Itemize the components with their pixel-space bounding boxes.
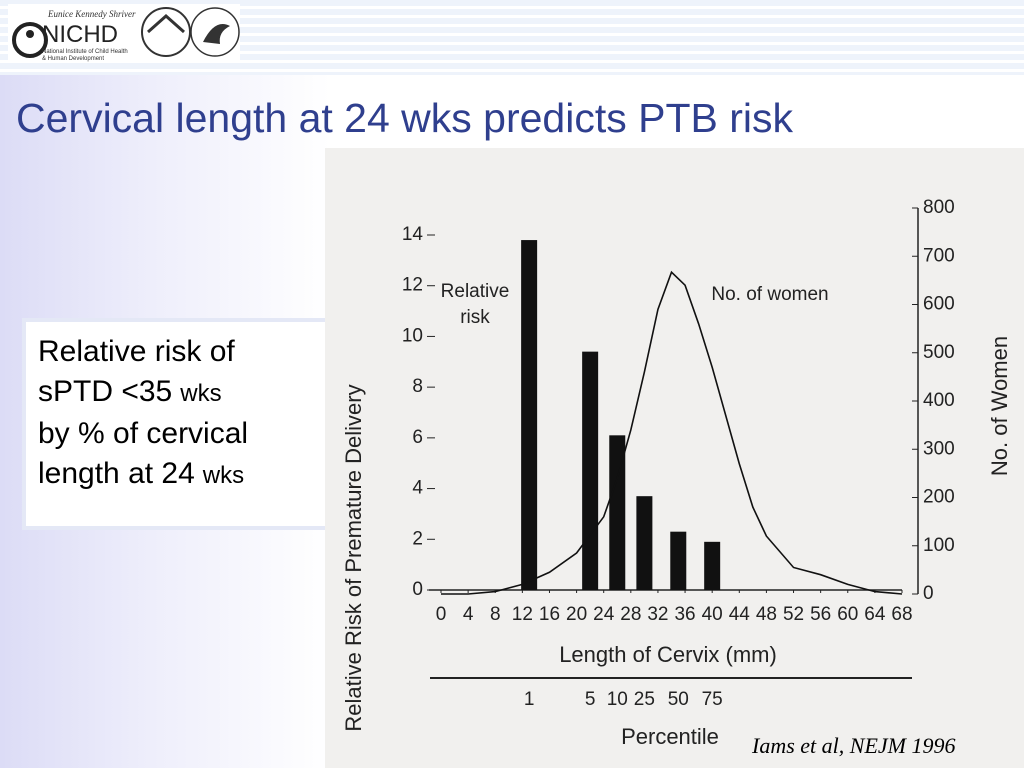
- y2-axis-label: No. of Women: [987, 336, 1012, 476]
- nih-mark: [147, 13, 185, 34]
- text-line: by % of cervical: [38, 414, 326, 454]
- x-tick-label: 20: [566, 604, 587, 625]
- logo-institute: National Institute of Child Health: [42, 49, 128, 55]
- annotation: Relative: [441, 281, 510, 302]
- chart: Relative Risk of Premature Delivery No. …: [325, 148, 1024, 768]
- percentile-tick-label: 10: [607, 689, 628, 710]
- y-tick-label: 14: [402, 224, 424, 245]
- text-line: sPTD <35 wks: [38, 372, 326, 414]
- y-tick-label: 4: [412, 478, 423, 499]
- y-tick-label: 12: [402, 275, 423, 296]
- text: by % of cervical: [38, 417, 249, 450]
- x-tick-label: 44: [729, 604, 751, 625]
- citation: Iams et al, NEJM 1996: [752, 733, 956, 758]
- percentile-tick-label: 25: [634, 689, 655, 710]
- x-tick-label: 24: [593, 604, 615, 625]
- logo-name: NICHD: [42, 21, 118, 48]
- x-tick-label: 68: [891, 604, 912, 625]
- x-tick-label: 60: [837, 604, 858, 625]
- y-tick-label: 6: [412, 427, 423, 448]
- bar: [609, 435, 626, 590]
- text-small: wks: [180, 380, 222, 407]
- y-tick-label: 10: [402, 325, 423, 346]
- x-tick-label: 4: [463, 604, 474, 625]
- x-tick-label: 28: [620, 604, 641, 625]
- x-tick-label: 56: [810, 604, 831, 625]
- bar: [704, 541, 721, 590]
- percentile-label: Percentile: [621, 724, 719, 749]
- x-tick-label: 8: [490, 604, 501, 625]
- annotation: risk: [460, 307, 490, 328]
- percentile-tick-label: 75: [702, 689, 723, 710]
- legend-label: No. of women: [711, 284, 828, 305]
- logo-art: Eunice Kennedy Shriver NICHD National In…: [12, 7, 240, 62]
- x-tick-label: 64: [864, 604, 886, 625]
- chart-background: [325, 148, 1024, 768]
- hhs-eagle: [203, 24, 230, 44]
- y-tick-label: 0: [412, 579, 423, 600]
- logo-ring: [12, 22, 48, 58]
- line: [441, 270, 903, 595]
- text-small: wks: [202, 462, 245, 489]
- textbox: Relative risk of sPTD <35 wks by % of cer…: [22, 318, 330, 530]
- x-tick-label: 36: [674, 604, 695, 625]
- nih-seal: [141, 7, 191, 57]
- percentile-tick-label: 50: [668, 689, 689, 710]
- x-axis-label: Length of Cervix (mm): [559, 642, 777, 667]
- y2-tick-label: 800: [923, 197, 955, 218]
- percentile-tick-label: 5: [585, 689, 596, 710]
- bar: [670, 531, 687, 590]
- y2-tick-label: 200: [923, 487, 955, 508]
- y-tick-label: 8: [412, 376, 423, 397]
- y2-tick-label: 700: [923, 245, 955, 266]
- percentile-tick-label: 1: [524, 689, 535, 710]
- slide-title: Cervical length at 24 wks predicts PTB r…: [16, 95, 793, 141]
- x-tick-label: 0: [436, 604, 447, 625]
- logo: Eunice Kennedy Shriver NICHD National In…: [8, 4, 240, 62]
- text-line: Relative risk of: [38, 332, 326, 372]
- y2-tick-label: 400: [923, 390, 955, 411]
- x-tick-label: 32: [647, 604, 668, 625]
- logo-head: [26, 30, 34, 38]
- bar: [521, 240, 538, 591]
- bar: [636, 496, 653, 590]
- hhs-seal: [190, 7, 240, 57]
- y-tick-label: 2: [412, 528, 423, 549]
- x-tick-label: 40: [702, 604, 723, 625]
- y2-tick-label: 300: [923, 438, 955, 459]
- x-tick-label: 52: [783, 604, 804, 625]
- logo-tagline: Eunice Kennedy Shriver: [47, 9, 136, 19]
- text: Relative risk of: [38, 335, 235, 368]
- x-tick-label: 48: [756, 604, 777, 625]
- text-line: length at 24 wks: [38, 454, 326, 496]
- y2-tick-label: 100: [923, 535, 955, 556]
- x-tick-label: 12: [512, 604, 533, 625]
- y2-tick-label: 600: [923, 294, 955, 315]
- y2-tick-label: 500: [923, 342, 955, 363]
- x-tick-label: 16: [539, 604, 560, 625]
- logo-institute: & Human Development: [42, 56, 104, 62]
- text: length at 24: [38, 457, 195, 490]
- bar: [582, 351, 599, 590]
- text: sPTD <35: [38, 375, 173, 408]
- y-axis-label: Relative Risk of Premature Delivery: [341, 384, 366, 731]
- y2-tick-label: 0: [923, 583, 934, 604]
